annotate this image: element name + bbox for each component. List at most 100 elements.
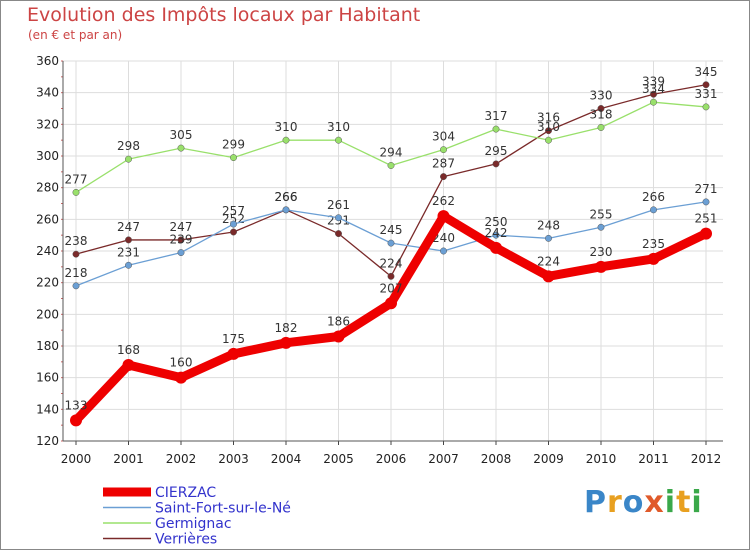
x-tick-label: 2011 [638, 452, 669, 466]
legend-label-verri-res: Verrières [155, 532, 217, 548]
data-point-germignac [230, 154, 237, 162]
data-point-saint-fort-sur-le-n- [545, 234, 552, 242]
data-point-cierzac [70, 414, 82, 427]
data-label-verri-res: 295 [485, 144, 508, 158]
data-point-cierzac [542, 270, 555, 283]
data-point-verri-res [650, 90, 657, 98]
data-label-cierzac: 168 [117, 343, 140, 357]
y-tick-label: 320 [36, 117, 59, 131]
data-point-saint-fort-sur-le-n- [125, 261, 132, 269]
data-point-germignac [492, 125, 500, 133]
data-point-germignac [72, 188, 80, 196]
data-label-cierzac: 186 [327, 315, 350, 329]
data-label-cierzac: 224 [537, 254, 560, 268]
data-point-cierzac [437, 210, 450, 223]
data-label-saint-fort-sur-le-n-: 261 [327, 198, 350, 212]
data-point-germignac [650, 98, 657, 106]
data-point-germignac [177, 144, 185, 152]
data-point-saint-fort-sur-le-n- [597, 223, 605, 231]
x-tick-label: 2005 [323, 452, 354, 466]
chart-subtitle: (en € et par an) [28, 28, 123, 42]
data-point-germignac [282, 136, 290, 144]
data-point-saint-fort-sur-le-n- [650, 206, 657, 214]
data-label-cierzac: 251 [695, 212, 718, 226]
proxiti-logo: Proxiti [584, 485, 703, 520]
x-tick-label: 2002 [166, 452, 197, 466]
data-label-germignac: 294 [380, 146, 403, 160]
data-label-germignac: 310 [327, 120, 350, 134]
data-point-cierzac [122, 359, 135, 371]
data-label-germignac: 317 [485, 109, 508, 123]
data-label-cierzac: 160 [170, 356, 193, 370]
y-tick-label: 260 [36, 212, 59, 226]
data-label-cierzac: 230 [590, 245, 613, 259]
data-label-cierzac: 262 [432, 194, 455, 208]
data-point-verri-res [702, 81, 710, 89]
data-point-saint-fort-sur-le-n- [492, 231, 500, 239]
data-point-verri-res [440, 173, 447, 181]
x-tick-label: 2006 [376, 452, 407, 466]
y-tick-label: 340 [36, 86, 59, 100]
data-point-germignac [387, 162, 395, 169]
y-tick-label: 120 [36, 434, 59, 448]
data-point-cierzac [647, 252, 660, 265]
y-tick-label: 220 [36, 276, 59, 290]
data-point-cierzac [175, 371, 187, 384]
data-point-cierzac [700, 227, 712, 240]
chart-title: Evolution des Impôts locaux par Habitant [27, 4, 421, 26]
data-point-saint-fort-sur-le-n- [177, 249, 185, 257]
data-label-germignac: 304 [432, 130, 455, 144]
data-label-verri-res: 287 [432, 157, 455, 171]
data-label-cierzac: 175 [222, 332, 245, 346]
data-label-saint-fort-sur-le-n-: 257 [222, 204, 245, 218]
data-point-saint-fort-sur-le-n- [230, 220, 237, 228]
data-point-cierzac [280, 336, 292, 349]
data-label-verri-res: 316 [537, 111, 560, 125]
data-point-verri-res [387, 272, 395, 280]
data-point-saint-fort-sur-le-n- [282, 206, 290, 214]
data-label-germignac: 277 [65, 172, 88, 186]
data-point-verri-res [177, 236, 185, 244]
x-tick-label: 2008 [481, 452, 512, 466]
data-label-verri-res: 247 [117, 220, 140, 234]
x-tick-label: 2001 [113, 452, 144, 466]
data-label-verri-res: 247 [170, 220, 193, 234]
y-tick-label: 160 [36, 371, 59, 385]
data-point-verri-res [230, 228, 237, 236]
data-label-saint-fort-sur-le-n-: 218 [65, 266, 88, 280]
data-point-cierzac [385, 297, 397, 310]
data-label-germignac: 310 [275, 120, 298, 134]
x-tick-label: 2009 [533, 452, 564, 466]
data-point-verri-res [125, 236, 132, 244]
data-label-germignac: 310 [537, 120, 560, 134]
data-point-cierzac [332, 330, 345, 343]
data-point-germignac [125, 155, 132, 163]
data-label-verri-res: 339 [642, 74, 665, 88]
y-tick-label: 200 [36, 307, 59, 321]
data-label-germignac: 331 [695, 87, 718, 101]
data-label-cierzac: 182 [275, 321, 298, 335]
data-point-cierzac [227, 347, 240, 360]
data-point-germignac [702, 103, 710, 111]
data-label-germignac: 299 [222, 138, 245, 152]
data-point-cierzac [595, 260, 607, 273]
data-label-verri-res: 330 [590, 89, 613, 103]
data-point-saint-fort-sur-le-n- [702, 198, 710, 206]
data-point-germignac [545, 136, 552, 144]
y-tick-label: 360 [36, 54, 59, 68]
data-label-saint-fort-sur-le-n-: 266 [642, 190, 665, 204]
data-point-verri-res [335, 230, 342, 238]
data-label-cierzac: 242 [485, 226, 508, 240]
data-label-saint-fort-sur-le-n-: 239 [170, 233, 193, 247]
x-tick-label: 2004 [271, 452, 302, 466]
data-point-germignac [597, 124, 605, 131]
data-label-saint-fort-sur-le-n-: 240 [432, 231, 455, 245]
data-point-verri-res [72, 250, 80, 258]
data-point-verri-res [597, 105, 605, 112]
data-label-germignac: 298 [117, 139, 140, 153]
x-tick-label: 2007 [428, 452, 459, 466]
data-label-germignac: 318 [590, 108, 613, 122]
data-label-germignac: 305 [170, 128, 193, 142]
